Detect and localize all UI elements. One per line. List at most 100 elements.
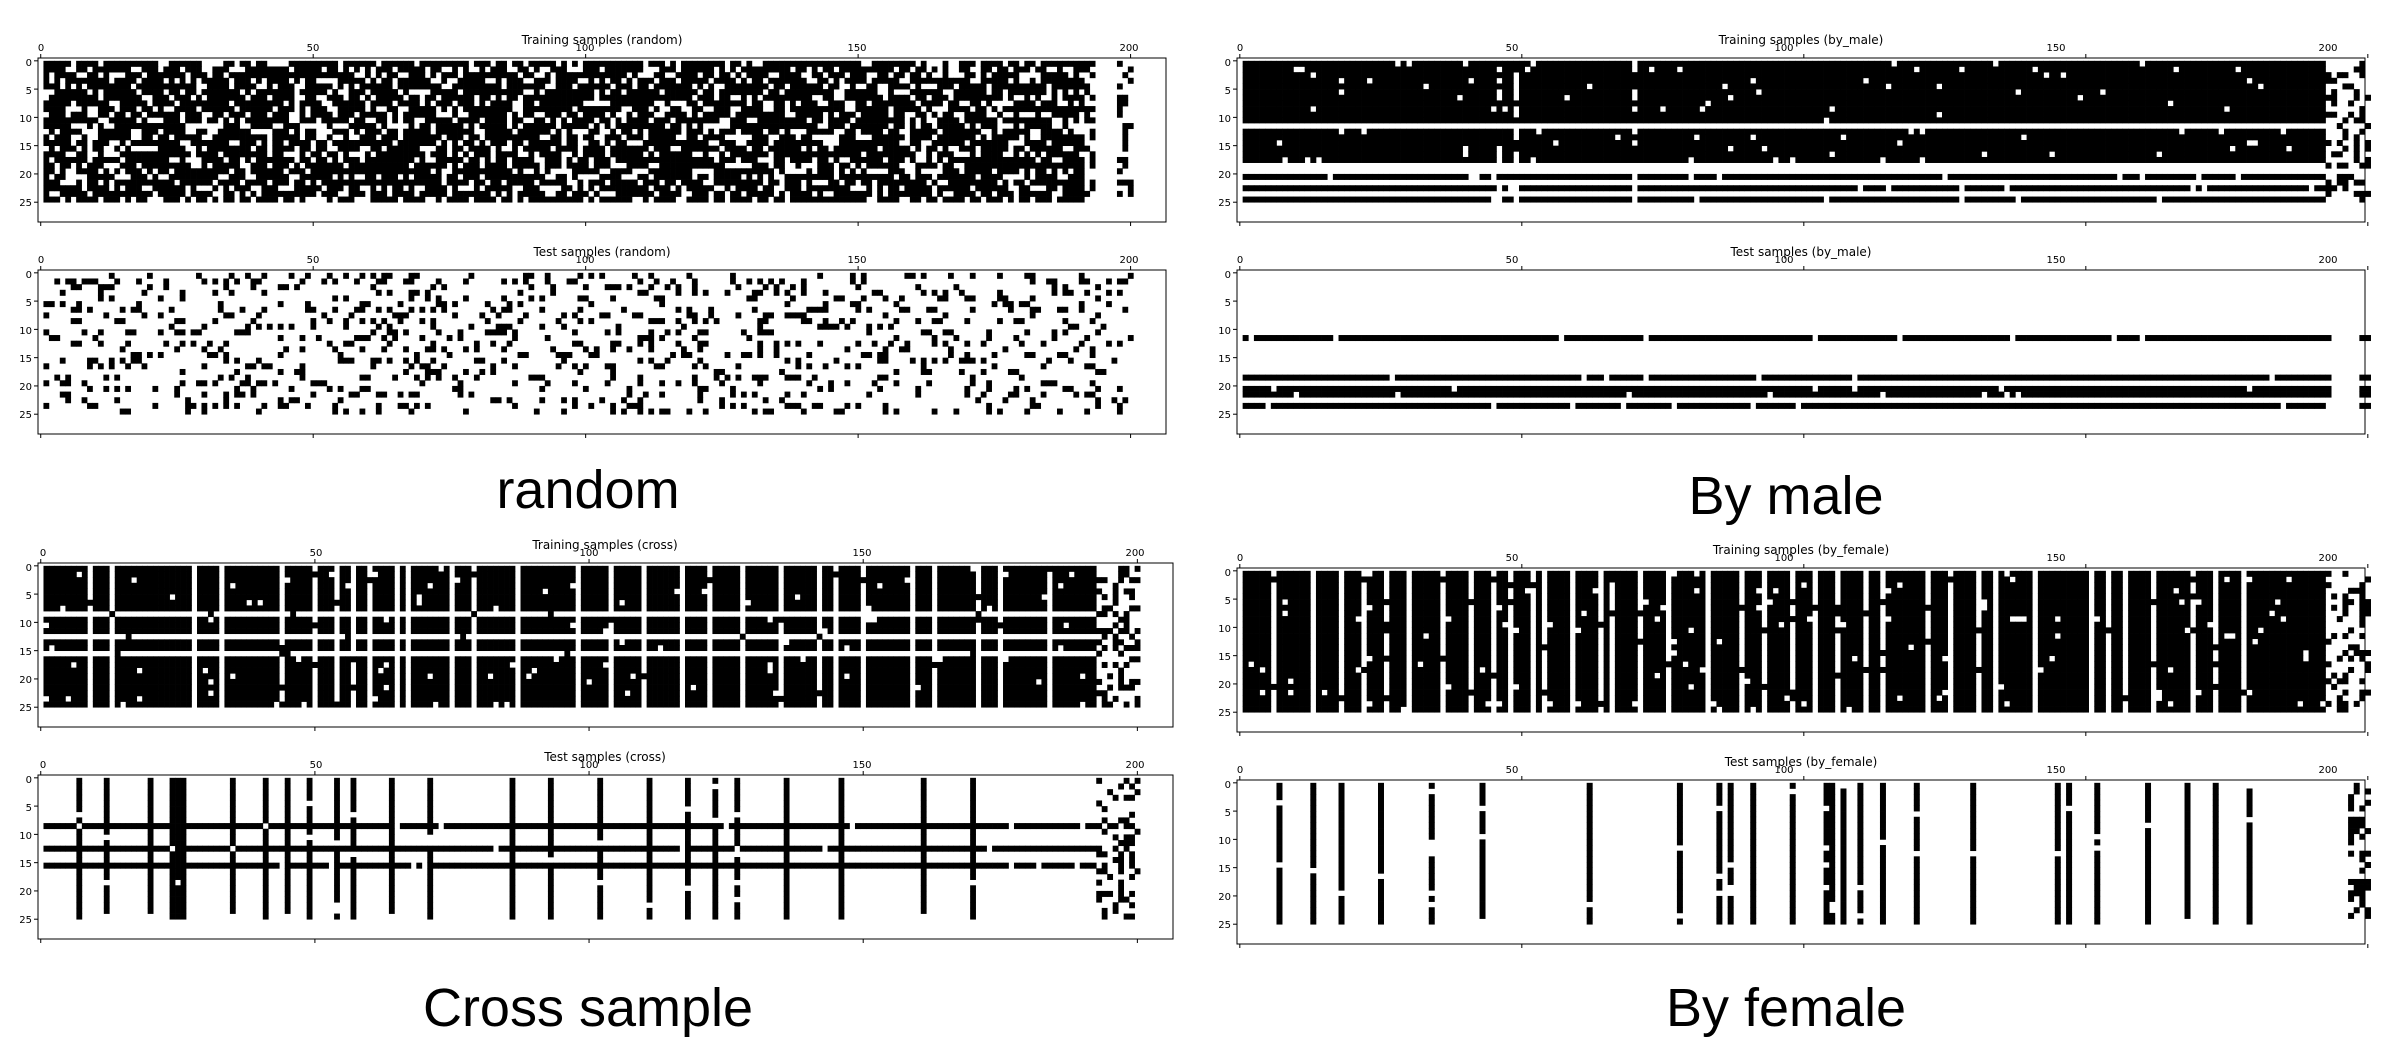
heatmap-cell bbox=[1547, 60, 1554, 67]
heatmap-cell bbox=[691, 134, 698, 141]
heatmap-cell bbox=[800, 140, 807, 147]
heatmap-cell bbox=[1507, 66, 1514, 73]
heatmap-cell bbox=[877, 190, 883, 197]
heatmap-cell bbox=[1693, 60, 1700, 67]
heatmap-cell bbox=[152, 151, 159, 158]
heatmap-cell bbox=[446, 117, 453, 124]
heatmap-cell bbox=[125, 117, 131, 124]
heatmap-cell bbox=[566, 196, 573, 203]
heatmap-cell bbox=[468, 323, 475, 330]
heatmap-cell bbox=[452, 162, 458, 169]
heatmap-cell bbox=[419, 306, 426, 313]
heatmap-cell bbox=[533, 66, 540, 73]
heatmap-cell bbox=[1018, 318, 1025, 325]
heatmap-cell bbox=[686, 162, 693, 169]
heatmap-cell bbox=[2229, 60, 2236, 67]
heatmap-cell bbox=[855, 117, 862, 124]
heatmap-cell bbox=[751, 289, 758, 296]
heatmap-cell bbox=[577, 196, 584, 203]
heatmap-cell bbox=[1013, 123, 1020, 130]
heatmap-cell bbox=[691, 145, 698, 152]
heatmap-cell bbox=[190, 340, 197, 347]
heatmap-cell bbox=[975, 106, 982, 113]
heatmap-cell bbox=[43, 312, 50, 319]
heatmap-cell bbox=[430, 190, 437, 197]
heatmap-cell bbox=[76, 100, 82, 107]
heatmap-cell bbox=[544, 335, 551, 342]
heatmap-cell bbox=[561, 190, 567, 197]
heatmap-cell bbox=[1013, 145, 1020, 152]
heatmap-cell bbox=[87, 123, 93, 130]
heatmap-cell bbox=[212, 278, 219, 285]
heatmap-cell bbox=[1089, 106, 1096, 113]
heatmap-cell bbox=[969, 295, 976, 302]
heatmap-cell bbox=[539, 77, 546, 84]
heatmap-cell bbox=[539, 397, 546, 404]
heatmap-cell bbox=[1586, 72, 1593, 79]
heatmap-cell bbox=[457, 134, 464, 141]
heatmap-cell bbox=[2105, 60, 2112, 67]
heatmap-cell bbox=[375, 323, 382, 330]
heatmap-cell bbox=[354, 117, 360, 124]
heatmap-cell bbox=[844, 323, 851, 330]
heatmap-cell bbox=[212, 318, 219, 325]
heatmap-cell bbox=[130, 352, 137, 359]
heatmap-cell bbox=[931, 306, 938, 313]
heatmap-cell bbox=[212, 117, 219, 124]
heatmap-cell bbox=[506, 179, 513, 186]
heatmap-cell bbox=[1738, 60, 1745, 67]
heatmap-cell bbox=[784, 173, 791, 180]
heatmap-cell bbox=[114, 196, 121, 203]
heatmap-cell bbox=[909, 134, 916, 141]
heatmap-cell bbox=[1029, 106, 1036, 113]
heatmap-cell bbox=[528, 60, 535, 67]
heatmap-cell bbox=[664, 156, 671, 163]
heatmap-cell bbox=[190, 117, 197, 124]
heatmap-cell bbox=[697, 117, 704, 124]
heatmap-cell bbox=[991, 173, 998, 180]
heatmap-cell bbox=[1423, 60, 1430, 67]
heatmap-cell bbox=[751, 190, 758, 197]
heatmap-cell bbox=[1111, 357, 1118, 364]
heatmap-cell bbox=[779, 368, 785, 375]
heatmap-cell bbox=[817, 190, 824, 197]
heatmap-cell bbox=[691, 284, 698, 291]
heatmap-cell bbox=[675, 162, 682, 169]
heatmap-cell bbox=[1535, 60, 1542, 67]
heatmap-cell bbox=[403, 329, 409, 336]
heatmap-cell bbox=[354, 335, 360, 342]
heatmap-cell bbox=[146, 156, 153, 163]
heatmap-cell bbox=[882, 402, 889, 409]
heatmap-cell bbox=[228, 94, 235, 101]
heatmap-cell bbox=[915, 318, 922, 325]
heatmap-cell bbox=[1789, 60, 1796, 67]
heatmap-cell bbox=[2302, 60, 2309, 67]
heatmap-cell bbox=[370, 272, 377, 279]
heatmap-cell bbox=[751, 66, 758, 73]
heatmap-cell bbox=[1073, 89, 1080, 96]
heatmap-cell bbox=[255, 111, 262, 118]
heatmap-cell bbox=[1122, 123, 1129, 130]
heatmap-cell bbox=[92, 117, 99, 124]
heatmap-cell bbox=[266, 363, 273, 370]
heatmap-cell bbox=[348, 190, 355, 197]
heatmap-cell bbox=[1013, 77, 1020, 84]
heatmap-cell bbox=[234, 156, 240, 163]
heatmap-cell bbox=[572, 72, 578, 79]
heatmap-cell bbox=[146, 151, 153, 158]
heatmap-cell bbox=[479, 100, 486, 107]
heatmap-cell bbox=[2359, 60, 2366, 67]
heatmap-cell bbox=[375, 402, 382, 409]
heatmap-cell bbox=[130, 60, 137, 67]
heatmap-cell bbox=[157, 145, 164, 152]
heatmap-cell bbox=[1665, 60, 1672, 67]
heatmap-cell bbox=[386, 323, 393, 330]
heatmap-cell bbox=[860, 352, 867, 359]
heatmap-cell bbox=[288, 134, 295, 141]
heatmap-cell bbox=[844, 196, 851, 203]
heatmap-cell bbox=[70, 128, 77, 135]
heatmap-cell bbox=[223, 60, 230, 67]
heatmap-cell bbox=[1676, 72, 1683, 79]
heatmap-cell bbox=[1024, 352, 1031, 359]
heatmap-cell bbox=[670, 134, 676, 141]
